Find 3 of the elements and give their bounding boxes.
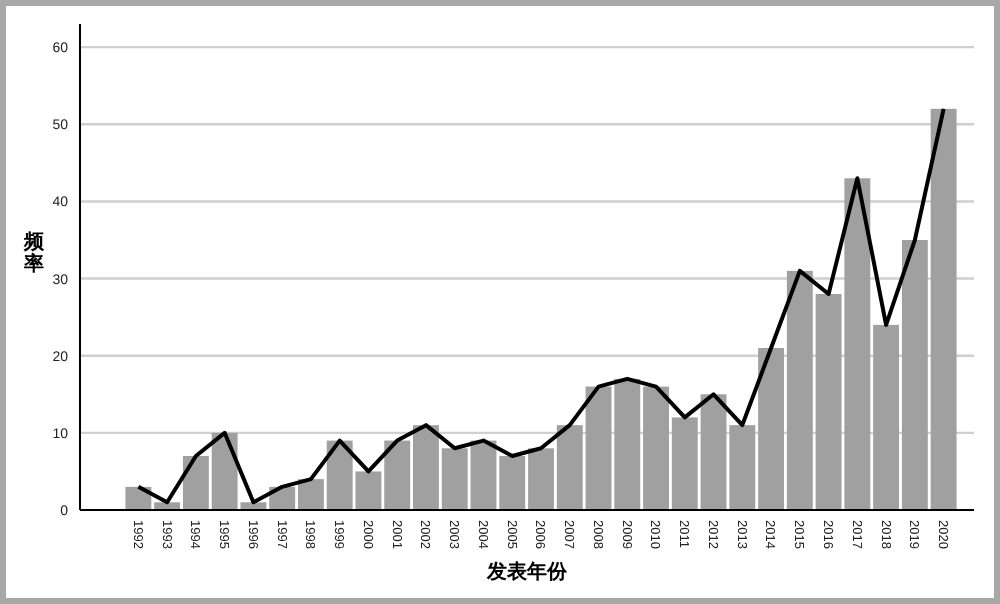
y-axis-title: 频率 [22,230,46,276]
x-axis-title: 发表年份 [485,560,569,584]
line-series [136,106,946,505]
